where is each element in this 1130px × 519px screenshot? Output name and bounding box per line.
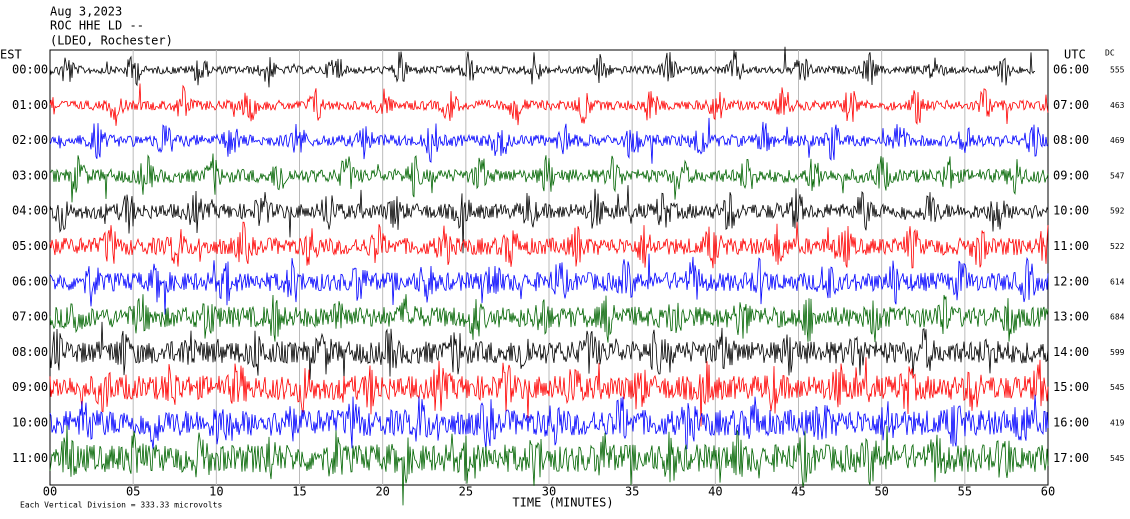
est-label: 06:00 xyxy=(12,274,48,288)
x-tick-label: 20 xyxy=(375,485,389,499)
est-label: 02:00 xyxy=(12,133,48,147)
dc-value: 555 xyxy=(1110,66,1125,75)
seismic-trace xyxy=(49,394,1049,451)
utc-label: 14:00 xyxy=(1053,345,1089,359)
seismic-trace xyxy=(49,46,1036,88)
dc-value: 547 xyxy=(1110,171,1125,180)
dc-value: 469 xyxy=(1110,136,1125,145)
utc-label: 17:00 xyxy=(1053,451,1089,465)
est-label: 09:00 xyxy=(12,380,48,394)
x-tick-label: 05 xyxy=(126,485,140,499)
seismic-trace xyxy=(49,425,1049,506)
dc-value: 592 xyxy=(1110,207,1125,216)
left-label: EST xyxy=(0,48,22,62)
x-tick-label: 55 xyxy=(958,485,972,499)
est-label: 03:00 xyxy=(12,168,48,182)
seismic-trace xyxy=(49,294,1049,343)
dc-value: 545 xyxy=(1110,454,1125,463)
x-tick-label: 60 xyxy=(1041,485,1055,499)
seismic-trace xyxy=(49,357,1049,427)
est-label: 10:00 xyxy=(12,416,48,430)
dc-value: 684 xyxy=(1110,313,1125,322)
seismic-trace xyxy=(49,321,1049,380)
x-tick-label: 40 xyxy=(708,485,722,499)
utc-label: 15:00 xyxy=(1053,380,1089,394)
utc-label: 07:00 xyxy=(1053,98,1089,112)
seismic-trace xyxy=(49,185,1049,254)
header-line: Aug 3,2023 xyxy=(50,5,122,19)
dc-value: 463 xyxy=(1110,101,1125,110)
est-label: 04:00 xyxy=(12,204,48,218)
traces xyxy=(49,46,1049,506)
dc-value: 419 xyxy=(1110,419,1125,428)
x-tick-label: 35 xyxy=(625,485,639,499)
x-tick-label: 00 xyxy=(43,485,57,499)
right-label: UTC xyxy=(1064,48,1086,62)
header-line: ROC HHE LD -- xyxy=(50,19,144,33)
est-label: 01:00 xyxy=(12,98,48,112)
utc-label: 13:00 xyxy=(1053,310,1089,324)
x-tick-label: 45 xyxy=(791,485,805,499)
utc-label: 06:00 xyxy=(1053,63,1089,77)
x-tick-label: 30 xyxy=(542,485,556,499)
est-label: 08:00 xyxy=(12,345,48,359)
est-label: 07:00 xyxy=(12,310,48,324)
utc-label: 09:00 xyxy=(1053,168,1089,182)
x-axis-label: TIME (MINUTES) xyxy=(512,496,613,510)
utc-label: 11:00 xyxy=(1053,239,1089,253)
x-tick-label: 15 xyxy=(292,485,306,499)
est-label: 11:00 xyxy=(12,451,48,465)
seismic-trace xyxy=(49,221,1049,269)
utc-label: 08:00 xyxy=(1053,133,1089,147)
est-label: 05:00 xyxy=(12,239,48,253)
utc-label: 10:00 xyxy=(1053,204,1089,218)
utc-label: 12:00 xyxy=(1053,274,1089,288)
dc-value: 614 xyxy=(1110,277,1125,286)
header-line: (LDEO, Rochester) xyxy=(50,34,173,48)
dc-value: 599 xyxy=(1110,348,1125,357)
seismic-trace xyxy=(49,117,1049,164)
labels: 00 05 10 15 20 25 30 35 40 45 50 55 60 00:00 06:00 555 0… xyxy=(12,63,1125,499)
est-label: 00:00 xyxy=(12,63,48,77)
dc-value: 522 xyxy=(1110,242,1125,251)
dc-value: 545 xyxy=(1110,383,1125,392)
seismic-trace xyxy=(49,83,1049,126)
x-tick-label: 50 xyxy=(874,485,888,499)
seismic-trace xyxy=(49,253,1049,315)
dc-label: DC xyxy=(1105,49,1115,58)
x-tick-label: 25 xyxy=(459,485,473,499)
footer: Each Vertical Division = 333.33 microvol… xyxy=(20,501,222,510)
utc-label: 16:00 xyxy=(1053,416,1089,430)
x-tick-label: 10 xyxy=(209,485,223,499)
seismic-trace xyxy=(49,153,1049,203)
